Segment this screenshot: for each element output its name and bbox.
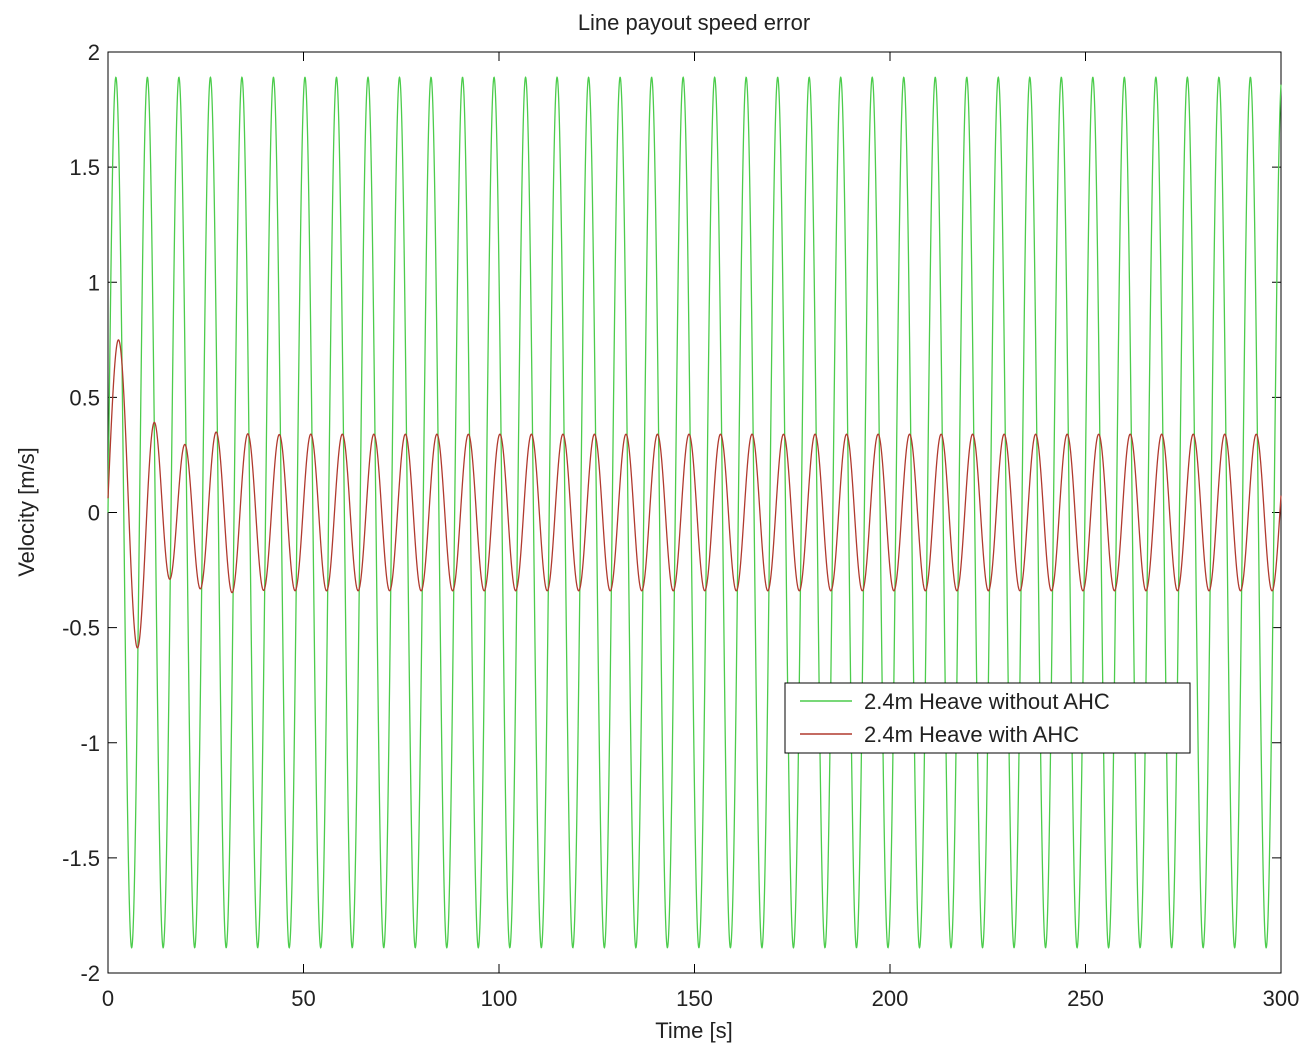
- x-tick-label: 150: [676, 986, 713, 1011]
- y-tick-label: -0.5: [62, 616, 100, 641]
- x-tick-label: 100: [481, 986, 518, 1011]
- y-tick-label: 0.5: [69, 385, 100, 410]
- y-tick-label: 1.5: [69, 155, 100, 180]
- legend-label-with-ahc: 2.4m Heave with AHC: [864, 722, 1079, 747]
- y-tick-label: -1: [80, 731, 100, 756]
- x-axis-label: Time [s]: [655, 1018, 732, 1043]
- legend: 2.4m Heave without AHC 2.4m Heave with A…: [784, 682, 1191, 754]
- y-tick-label: 0: [88, 501, 100, 526]
- y-tick-label: 2: [88, 40, 100, 65]
- series-layer: [107, 76, 1282, 949]
- x-tick-label: 250: [1067, 986, 1104, 1011]
- y-axis-label: Velocity [m/s]: [14, 447, 39, 577]
- legend-label-without-ahc: 2.4m Heave without AHC: [864, 689, 1110, 714]
- axis-ticks: 0 50 100 150 200 250 300 2 1.5 1 0.5 0 -0.5 -1 -1.5 -2: [62, 40, 1299, 1011]
- chart-title: Line payout speed error: [578, 10, 810, 35]
- legend-box: [784, 682, 1191, 754]
- y-tick-label: -2: [80, 961, 100, 986]
- x-tick-label: 200: [872, 986, 909, 1011]
- y-tick-label: -1.5: [62, 846, 100, 871]
- x-tick-label: 300: [1263, 986, 1300, 1011]
- series-line-with-ahc: [107, 339, 1282, 649]
- y-tick-label: 1: [88, 270, 100, 295]
- x-tick-label: 50: [291, 986, 315, 1011]
- series-line-without-ahc: [107, 76, 1282, 949]
- x-tick-label: 0: [102, 986, 114, 1011]
